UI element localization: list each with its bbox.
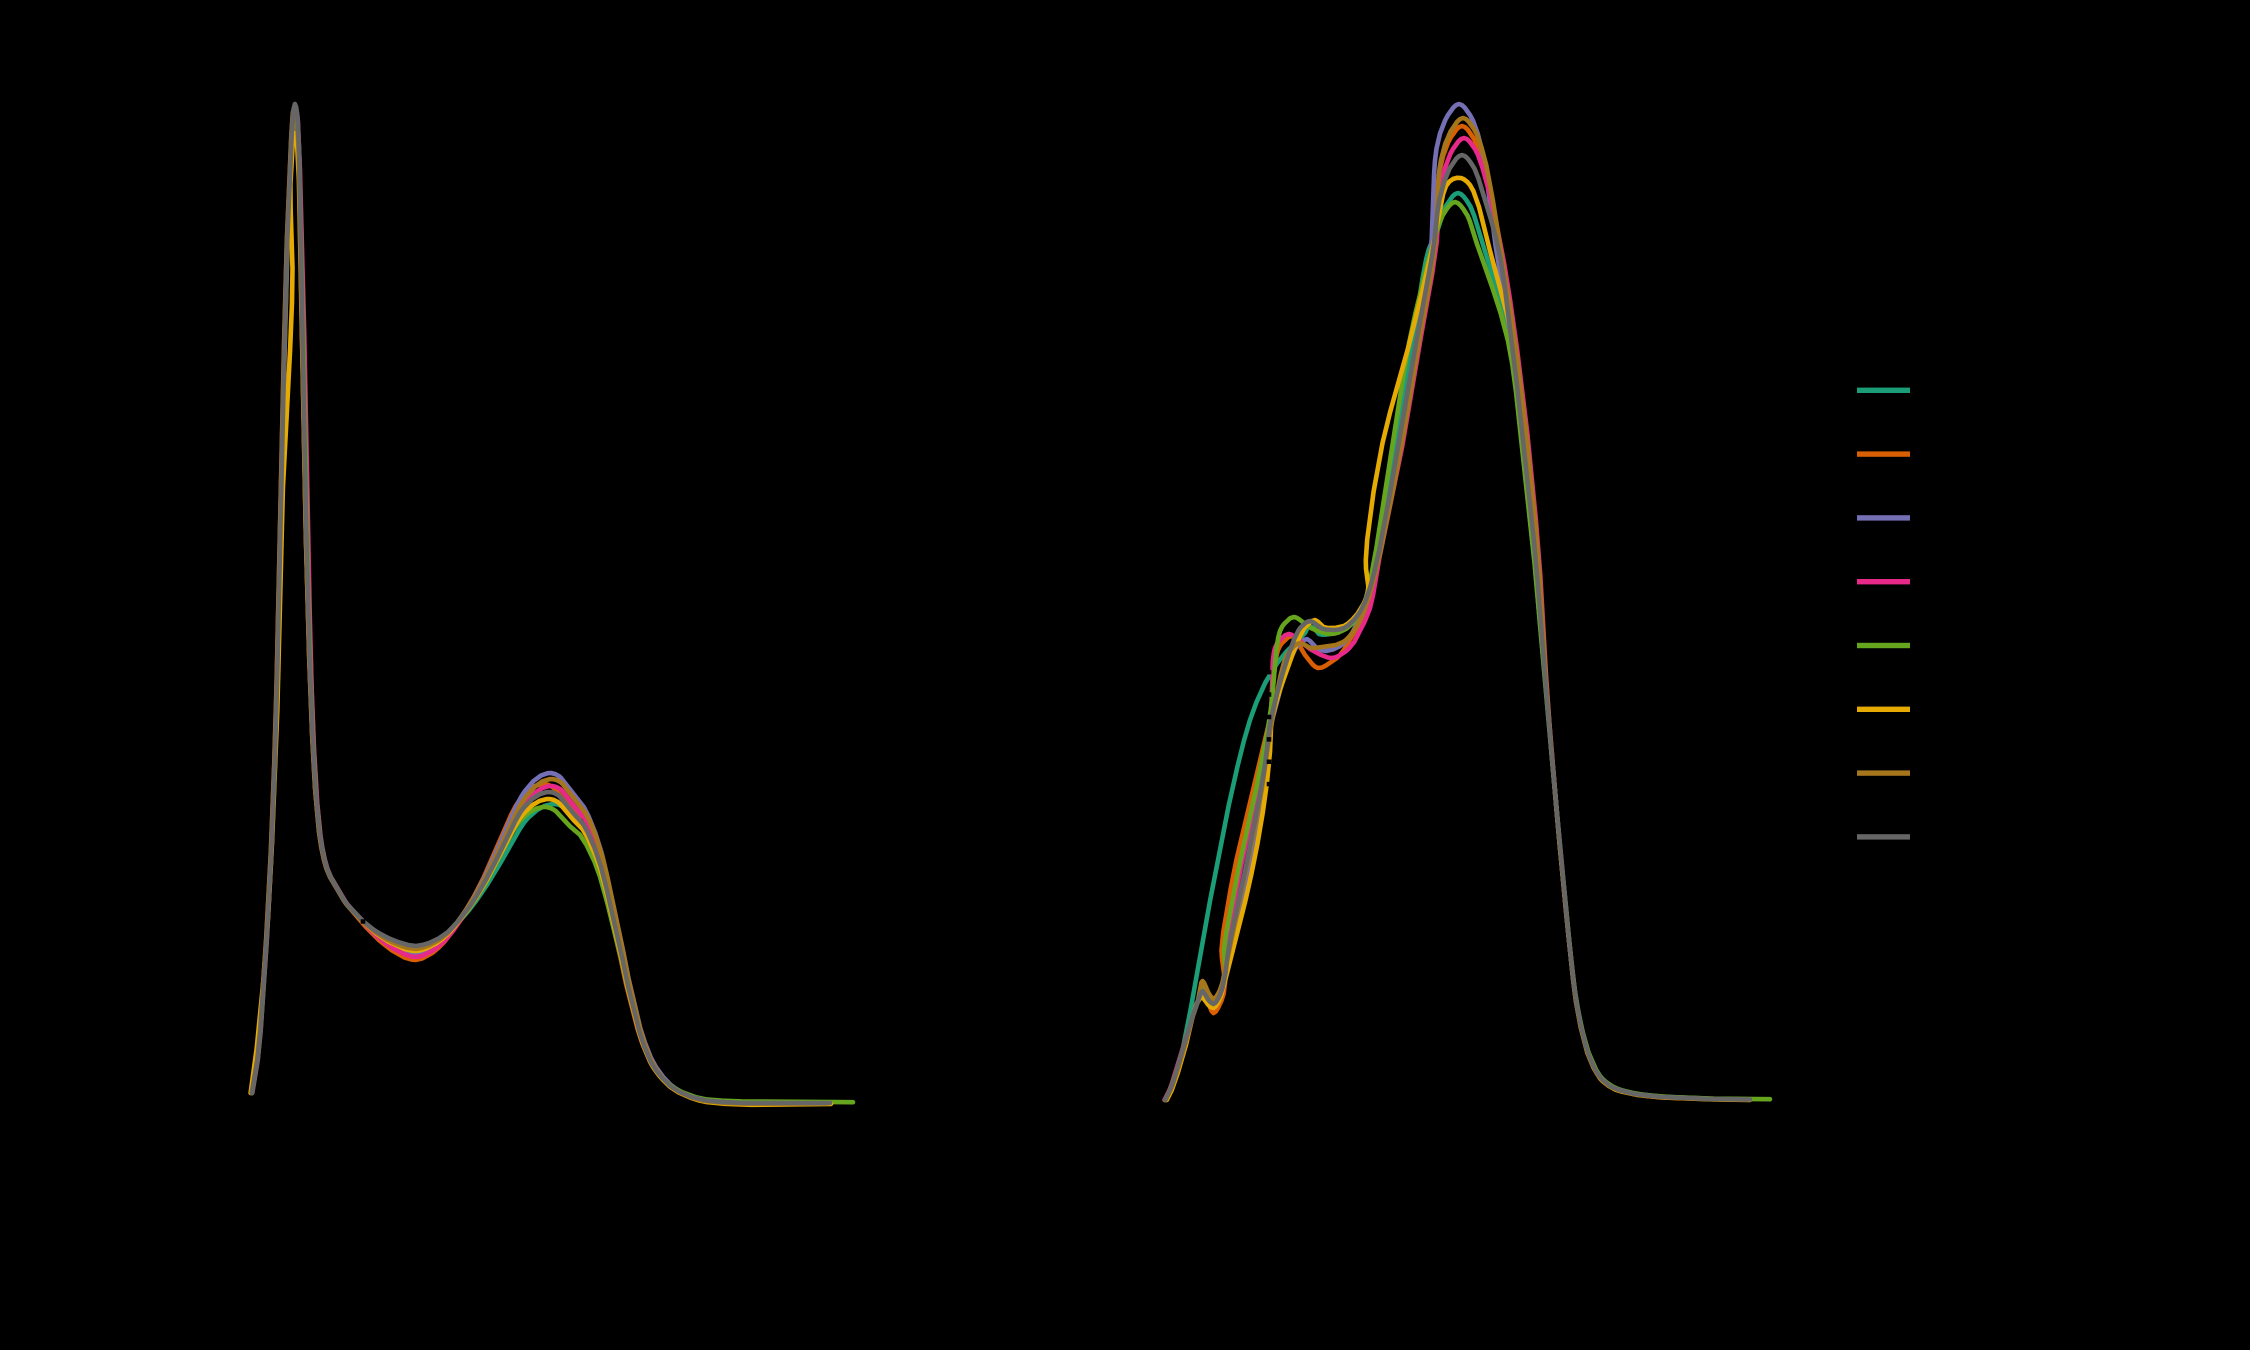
kde-curve-right-green: [1162, 199, 1773, 1103]
kde-curve-right-teal: [1162, 190, 1751, 1103]
panel-left-kde-plot: [248, 101, 856, 1108]
kde-curve-left-brown: [249, 104, 830, 1106]
legend-swatch-series-1: [1857, 387, 1910, 393]
kde-curve-left-gold: [248, 130, 834, 1108]
kde-curve-left-gray: [249, 101, 833, 1106]
kde-curve-right-purple: [1162, 101, 1749, 1103]
kde-curve-left-orange: [249, 104, 829, 1107]
legend-swatch-series-3: [1857, 515, 1910, 521]
legend: [1857, 387, 1910, 840]
panel-right-kde-plot: [1162, 101, 1773, 1103]
kde-curve-right-pink: [1162, 135, 1752, 1103]
kde-curve-right-orange: [1163, 123, 1748, 1103]
legend-swatch-series-4: [1857, 579, 1910, 585]
kde-curve-left-green: [249, 108, 856, 1105]
legend-swatch-series-2: [1857, 451, 1910, 457]
legend-swatch-series-6: [1857, 706, 1910, 712]
kde-curve-left-pink: [249, 104, 832, 1106]
kde-curve-left-purple: [249, 103, 830, 1105]
legend-swatch-series-7: [1857, 770, 1910, 776]
kde-curve-right-gray: [1162, 152, 1753, 1103]
legend-swatch-series-5: [1857, 642, 1910, 649]
legend-swatch-series-8: [1857, 834, 1910, 840]
kde-curve-right-gold: [1164, 175, 1753, 1103]
kde-curve-right-brown: [1163, 115, 1750, 1103]
kde-curve-left-teal: [249, 105, 831, 1105]
